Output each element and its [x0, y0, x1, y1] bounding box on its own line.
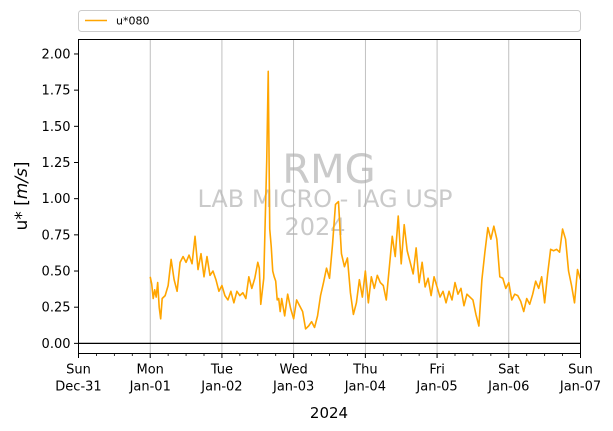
x-gridlines — [149, 39, 510, 354]
x-tick-label-day: Thu — [352, 363, 377, 378]
y-tick-label: 1.50 — [42, 120, 71, 135]
x-axis-label: 2024 — [310, 404, 348, 422]
x-tick-label-day: Mon — [137, 363, 164, 378]
x-tick-label-day: Sun — [568, 363, 593, 378]
x-tick-label-day: Fri — [429, 363, 445, 378]
y-tick-label: 0.25 — [42, 301, 71, 316]
y-tick-label: 1.75 — [42, 84, 71, 99]
y-axis-label-unit: m/s — [12, 168, 32, 199]
y-tick-label: 0.50 — [42, 265, 71, 280]
y-axis-label-quantity: u* [ — [12, 199, 32, 230]
x-tick-label-date: Jan-05 — [415, 380, 457, 395]
x-tick-label-date: Jan-02 — [200, 380, 242, 395]
y-tick-label: 1.00 — [42, 192, 71, 207]
legend: u*080 — [78, 10, 581, 32]
legend-label: u*080 — [116, 15, 149, 28]
x-tick-label-date: Jan-06 — [487, 380, 529, 395]
watermark-line-3: 2024 — [284, 213, 345, 241]
watermark: RMG LAB MICRO - IAG USP 2024 — [197, 147, 452, 241]
legend-frame — [78, 10, 581, 32]
x-tick-label-date: Jan-04 — [344, 380, 386, 395]
x-tick-label-day: Wed — [279, 363, 307, 378]
y-tick-label: 0.00 — [42, 337, 71, 352]
x-tick-label-day: Sat — [498, 363, 519, 378]
x-tick-label-date: Jan-01 — [129, 380, 171, 395]
x-tick-label-date: Dec-31 — [55, 380, 101, 395]
x-tick-label-day: Sun — [66, 363, 91, 378]
watermark-line-1: RMG — [282, 147, 375, 193]
x-axis-ticks: Sun Dec-31 Mon Jan-01 Tue Jan-02 Wed Jan-03 Thu J… — [55, 353, 601, 395]
series-line-u080 — [149, 70, 582, 330]
x-tick-label-day: Tue — [210, 363, 233, 378]
y-axis-label-close: ] — [12, 161, 32, 168]
x-tick-label-date: Jan-07 — [559, 380, 601, 395]
x-tick-label-date: Jan-03 — [272, 380, 314, 395]
y-axis-ticks: 0.00 0.25 0.50 0.75 1.00 1.25 1.50 1.75 2.00 — [42, 47, 79, 352]
y-axis-label: u* [m/s] — [12, 161, 32, 230]
y-tick-label: 0.75 — [42, 228, 71, 243]
y-tick-label: 2.00 — [42, 47, 71, 62]
y-tick-label: 1.25 — [42, 156, 71, 171]
watermark-line-2: LAB MICRO - IAG USP — [197, 185, 452, 213]
